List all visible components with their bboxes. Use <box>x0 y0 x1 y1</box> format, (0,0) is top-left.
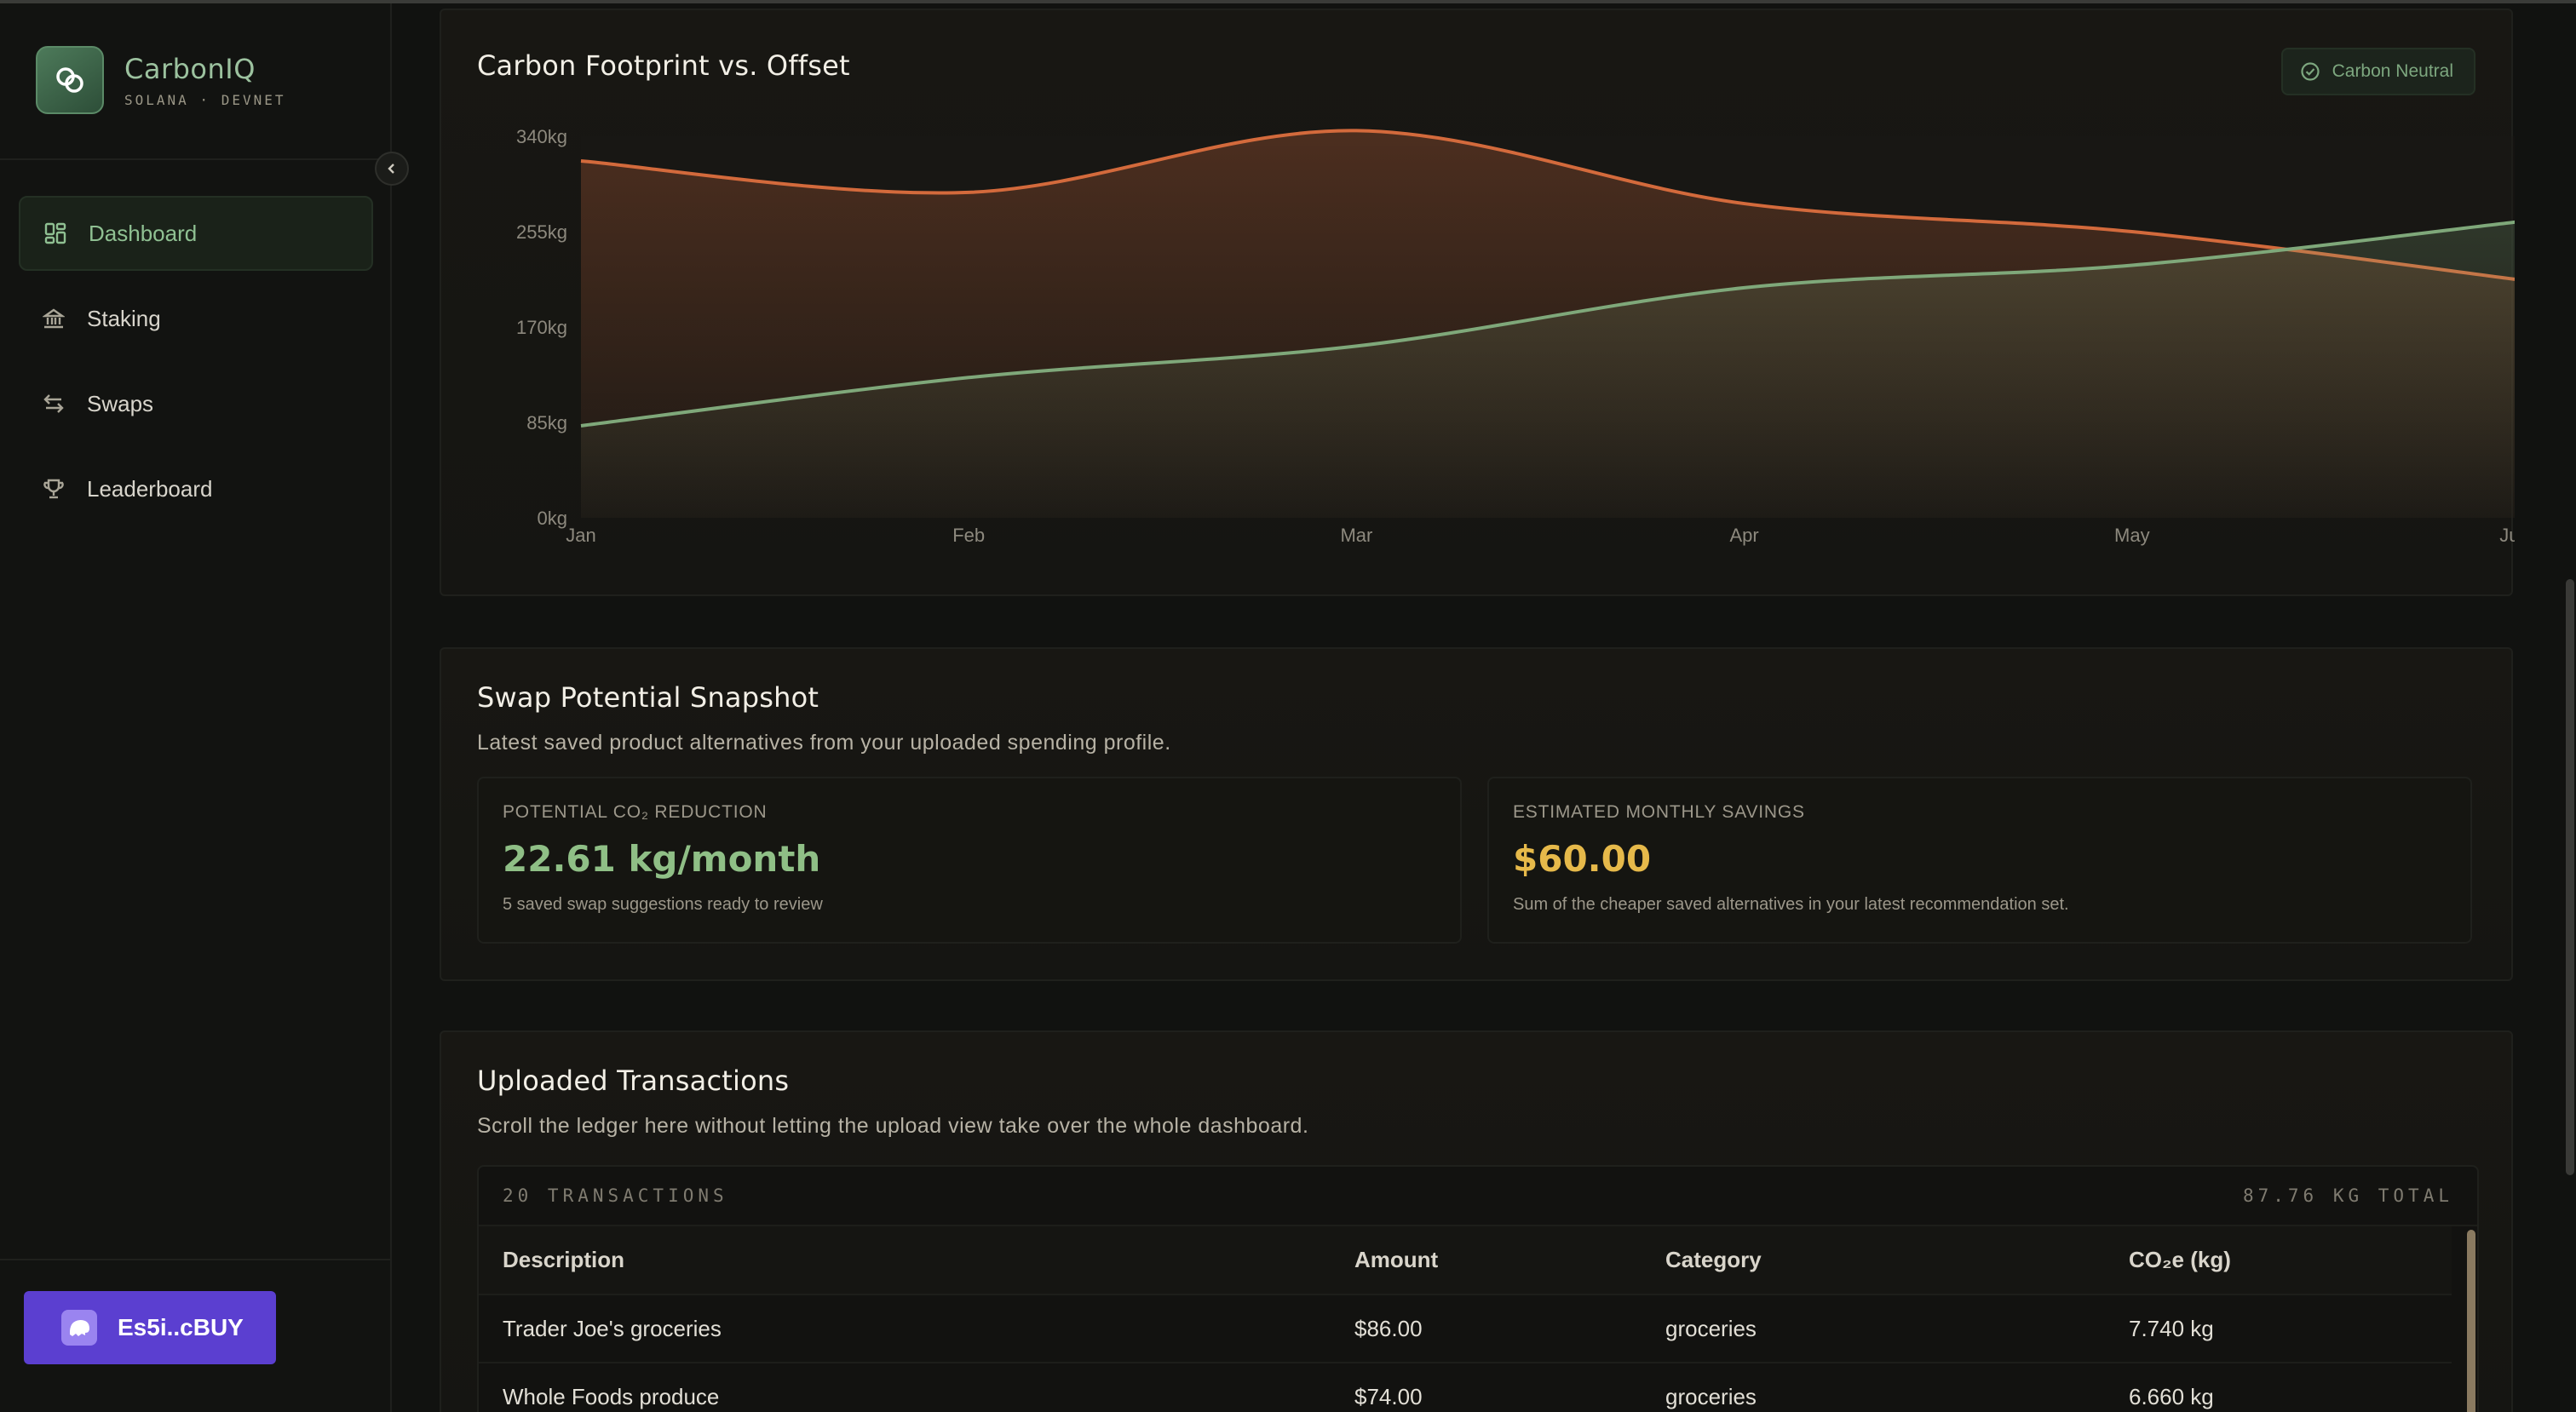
phantom-wallet-icon <box>61 1310 97 1346</box>
table-row[interactable]: Whole Foods produce $74.00 groceries 6.6… <box>479 1362 2452 1412</box>
cell-co2e: 6.660 kg <box>2105 1362 2452 1412</box>
collapse-sidebar-button[interactable] <box>375 152 409 186</box>
table-header-row: Description Amount Category CO₂e (kg) <box>479 1226 2452 1294</box>
sidebar-item-label: Swaps <box>87 390 154 416</box>
carbon-chart-card: Carbon Footprint vs. Offset Carbon Neutr… <box>440 9 2515 596</box>
cell-category: groceries <box>1642 1294 2105 1363</box>
co2-reduction-metric: POTENTIAL CO₂ REDUCTION 22.61 kg/month 5… <box>477 777 1462 944</box>
column-header[interactable]: Amount <box>1331 1226 1642 1294</box>
transactions-table-container[interactable]: 20 TRANSACTIONS 87.76 KG TOTAL Descripti… <box>477 1165 2479 1412</box>
carbon-area-chart: 0kg 85kg 170kg 255kg 340kg Jan Feb Mar Apr May Jun <box>516 126 2515 546</box>
metric-label: ESTIMATED MONTHLY SAVINGS <box>1513 802 1805 822</box>
metric-note: 5 saved swap suggestions ready to review <box>503 895 823 914</box>
cell-amount: $86.00 <box>1331 1294 1642 1363</box>
cell-description: Trader Joe's groceries <box>479 1294 1331 1363</box>
metric-note: Sum of the cheaper saved alternatives in… <box>1513 895 2069 914</box>
badge-label: Carbon Neutral <box>2332 61 2453 81</box>
metric-value: $60.00 <box>1513 838 1652 880</box>
y-tick-label: 170kg <box>516 317 567 338</box>
sidebar-divider <box>0 158 390 160</box>
x-tick-label: May <box>2114 525 2150 546</box>
transactions-table: Description Amount Category CO₂e (kg) Tr… <box>479 1226 2452 1412</box>
check-circle-icon <box>2300 62 2320 81</box>
carbon-neutral-badge: Carbon Neutral <box>2280 48 2475 95</box>
brand[interactable]: CarbonIQ SOLANA · DEVNET <box>36 46 286 114</box>
metric-value: 22.61 kg/month <box>503 838 821 880</box>
snapshot-title: Swap Potential Snapshot <box>477 681 819 714</box>
network-label: SOLANA · DEVNET <box>124 91 286 108</box>
column-header[interactable]: CO₂e (kg) <box>2105 1226 2452 1294</box>
sidebar-item-label: Leaderboard <box>87 475 213 502</box>
transaction-count: 20 TRANSACTIONS <box>503 1185 728 1206</box>
chevron-left-icon <box>388 164 394 174</box>
snapshot-subtitle: Latest saved product alternatives from y… <box>477 731 1171 755</box>
y-tick-label: 340kg <box>516 126 567 147</box>
sidebar-nav: Dashboard Staking Swaps Leaderboard <box>19 196 373 537</box>
series-area <box>581 221 2515 518</box>
trophy-icon <box>43 479 64 499</box>
transactions-card: Uploaded Transactions Scroll the ledger … <box>440 1030 2513 1412</box>
y-tick-label: 0kg <box>538 508 567 529</box>
dashboard-icon <box>44 222 66 244</box>
logo-icon <box>36 46 104 114</box>
x-tick-label: Jan <box>566 525 595 546</box>
cell-amount: $74.00 <box>1331 1362 1642 1412</box>
sidebar-divider <box>0 1259 390 1260</box>
transactions-subtitle: Scroll the ledger here without letting t… <box>477 1114 1309 1138</box>
table-row[interactable]: Trader Joe's groceries $86.00 groceries … <box>479 1294 2452 1363</box>
sidebar-item-label: Staking <box>87 305 161 331</box>
y-tick-label: 255kg <box>516 221 567 243</box>
transactions-title: Uploaded Transactions <box>477 1065 790 1097</box>
metric-label: POTENTIAL CO₂ REDUCTION <box>503 802 768 822</box>
column-header[interactable]: Description <box>479 1226 1331 1294</box>
sidebar-item-leaderboard[interactable]: Leaderboard <box>19 451 373 526</box>
wallet-address: Es5i..cBUY <box>118 1314 244 1340</box>
monthly-savings-metric: ESTIMATED MONTHLY SAVINGS $60.00 Sum of … <box>1487 777 2472 944</box>
sidebar-item-label: Dashboard <box>89 220 198 246</box>
total-co2: 87.76 KG TOTAL <box>2242 1185 2453 1206</box>
main-content: Carbon Footprint vs. Offset Carbon Neutr… <box>392 3 2576 1412</box>
sidebar-item-swaps[interactable]: Swaps <box>19 366 373 441</box>
sidebar-item-staking[interactable]: Staking <box>19 281 373 356</box>
cell-co2e: 7.740 kg <box>2105 1294 2452 1363</box>
window-top-border <box>0 0 2576 3</box>
chart-title: Carbon Footprint vs. Offset <box>477 49 850 82</box>
page-scrollbar[interactable] <box>2566 579 2574 1175</box>
x-tick-label: Mar <box>1340 525 1372 546</box>
column-header[interactable]: Category <box>1642 1226 2105 1294</box>
bank-icon <box>43 308 65 329</box>
x-tick-label: Jun <box>2499 525 2515 546</box>
swap-arrows-icon <box>43 394 64 413</box>
x-tick-label: Apr <box>1729 525 1758 546</box>
table-scrollbar[interactable] <box>2467 1230 2475 1412</box>
wallet-button[interactable]: Es5i..cBUY <box>24 1291 276 1364</box>
x-tick-label: Feb <box>952 525 985 546</box>
cell-category: groceries <box>1642 1362 2105 1412</box>
brand-name: CarbonIQ <box>124 52 256 85</box>
series-line <box>580 220 2515 428</box>
cell-description: Whole Foods produce <box>479 1362 1331 1412</box>
swap-snapshot-card: Swap Potential Snapshot Latest saved pro… <box>440 647 2513 981</box>
table-summary: 20 TRANSACTIONS 87.76 KG TOTAL <box>479 1167 2477 1226</box>
y-tick-label: 85kg <box>526 412 567 433</box>
sidebar-item-dashboard[interactable]: Dashboard <box>19 196 373 271</box>
series-line <box>580 129 2515 281</box>
sidebar: CarbonIQ SOLANA · DEVNET Dashboard Staki… <box>0 3 392 1412</box>
